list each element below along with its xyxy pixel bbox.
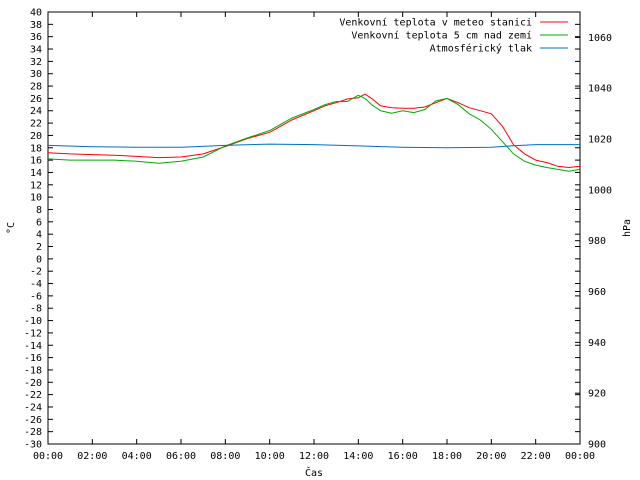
y-left-tick-label: 22 [30, 119, 42, 130]
y-right-tick-label: 980 [588, 236, 606, 247]
y-left-tick-label: -4 [30, 279, 42, 290]
y-left-tick-label: -6 [30, 291, 42, 302]
x-tick-label: 12:00 [299, 451, 329, 462]
y-left-tick-label: 32 [30, 57, 42, 68]
y-left-tick-label: -24 [24, 402, 42, 413]
y-left-tick-label: 38 [30, 20, 42, 31]
x-tick-label: 16:00 [388, 451, 418, 462]
y-left-tick-label: 14 [30, 168, 42, 179]
y-right-tick-label: 1040 [588, 84, 612, 95]
legend-label: Atmosférický tlak [430, 43, 532, 55]
y-axis-label-left: °C [6, 222, 17, 234]
y-axis-label-right: hPa [622, 219, 633, 237]
y-left-tick-label: -22 [24, 390, 42, 401]
x-tick-label: 06:00 [166, 451, 196, 462]
y-left-tick-label: -28 [24, 427, 42, 438]
x-tick-label: 02:00 [77, 451, 107, 462]
y-left-tick-label: -30 [24, 440, 42, 451]
y-left-tick-label: 34 [30, 45, 42, 56]
series-line-2 [47, 143, 580, 149]
y-left-tick-label: 20 [30, 131, 42, 142]
y-right-tick-label: 920 [588, 389, 606, 400]
series-line-0 [47, 93, 581, 169]
y-left-tick-label: 28 [30, 82, 42, 93]
x-tick-label: 04:00 [122, 451, 152, 462]
plot-frame [47, 11, 581, 445]
x-tick-label: 08:00 [210, 451, 240, 462]
y-right-tick-label: 1060 [588, 33, 612, 44]
y-left-tick-label: 40 [30, 8, 42, 19]
y-left-tick-label: 36 [30, 32, 42, 43]
y-right-tick-label: 900 [588, 440, 606, 451]
x-tick-label: 14:00 [343, 451, 373, 462]
y-left-tick-label: 6 [36, 217, 42, 228]
y-left-tick-label: 10 [30, 193, 42, 204]
y-left-tick-label: -8 [30, 304, 42, 315]
y-left-tick-label: -20 [24, 378, 42, 389]
x-axis-label: Čas [305, 466, 323, 479]
y-left-tick-label: 24 [30, 106, 42, 117]
y-left-tick-label: -2 [30, 267, 42, 278]
x-tick-label: 00:00 [33, 451, 63, 462]
y-left-tick-label: -16 [24, 353, 42, 364]
legend-label: Venkovní teplota 5 cm nad zemí [351, 30, 532, 42]
y-left-tick-label: 8 [36, 205, 42, 216]
y-left-tick-label: 30 [30, 69, 42, 80]
y-left-tick-label: 4 [36, 230, 42, 241]
x-tick-label: 18:00 [432, 451, 462, 462]
y-right-tick-label: 940 [588, 338, 606, 349]
y-left-tick-label: 12 [30, 180, 42, 191]
y-left-tick-label: 18 [30, 143, 42, 154]
y-left-tick-label: 16 [30, 156, 42, 167]
y-left-tick-label: -12 [24, 328, 42, 339]
x-tick-label: 10:00 [255, 451, 285, 462]
series-line-1 [47, 94, 581, 172]
y-left-tick-label: 2 [36, 242, 42, 253]
y-right-tick-label: 1020 [588, 135, 612, 146]
y-left-tick-label: -14 [24, 341, 42, 352]
y-left-tick-label: -10 [24, 316, 42, 327]
y-right-tick-label: 960 [588, 287, 606, 298]
y-left-tick-label: 26 [30, 94, 42, 105]
x-tick-label: 00:00 [565, 451, 595, 462]
y-right-tick-label: 1000 [588, 185, 612, 196]
x-tick-label: 20:00 [476, 451, 506, 462]
y-left-tick-label: 0 [36, 254, 42, 265]
y-left-tick-label: -26 [24, 415, 42, 426]
legend-label: Venkovní teplota v meteo stanici [339, 17, 532, 29]
y-left-tick-label: -18 [24, 365, 42, 376]
x-tick-label: 22:00 [521, 451, 551, 462]
